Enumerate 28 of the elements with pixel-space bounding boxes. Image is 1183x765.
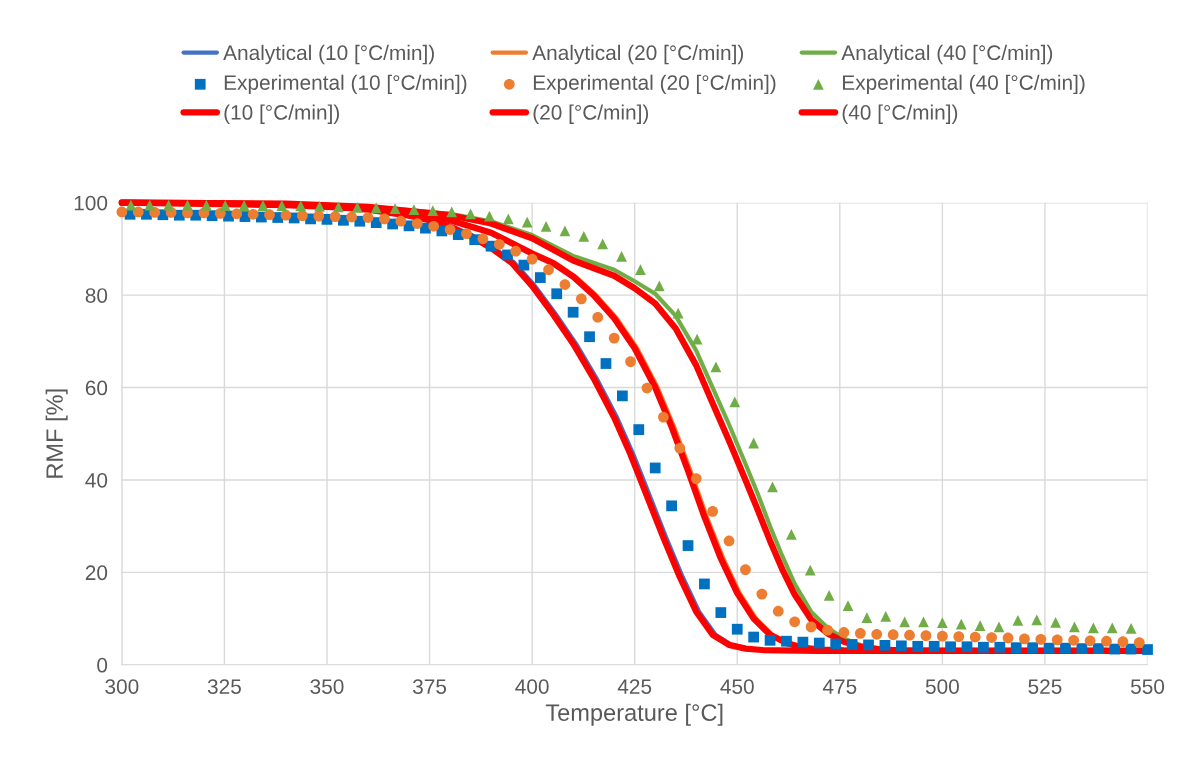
x-tick-label: 400 [515, 679, 549, 694]
x-tick-label: 325 [207, 679, 241, 694]
legend-label: Experimental (20 [°C/min]) [533, 74, 776, 95]
x-axis-title: Temperature [°C] [545, 703, 723, 726]
x-tick-label: 525 [1028, 679, 1062, 694]
x-tick-label: 550 [1130, 679, 1165, 694]
x-tick-label: 300 [105, 679, 139, 694]
y-axis-title: RMF [%] [45, 389, 68, 478]
legend-label: (20 [°C/min]) [533, 104, 649, 124]
y-tick-label: 60 [85, 380, 108, 396]
legend-label: Experimental (10 [°C/min]) [224, 74, 467, 95]
legend-label: Analytical (40 [°C/min]) [841, 44, 1053, 65]
y-tick-label: 80 [85, 288, 108, 303]
legend-label: (10 [°C/min]) [224, 104, 339, 124]
y-tick-label: 100 [74, 195, 108, 211]
legend-label: (40 [°C/min]) [842, 104, 958, 124]
y-tick-label: 40 [85, 472, 108, 488]
x-tick-label: 500 [925, 679, 959, 694]
legend-label: Analytical (10 [°C/min]) [223, 44, 434, 65]
x-tick-label: 375 [412, 679, 447, 694]
x-tick-label: 350 [310, 679, 344, 694]
y-tick-label: 20 [85, 565, 108, 581]
legend-label: Analytical (20 [°C/min]) [532, 44, 744, 65]
x-tick-label: 475 [822, 679, 857, 694]
x-tick-label: 425 [617, 679, 652, 694]
y-tick-label: 0 [97, 657, 108, 673]
x-tick-label: 450 [720, 679, 754, 694]
legend-label: Experimental (40 [°C/min]) [843, 74, 1085, 95]
